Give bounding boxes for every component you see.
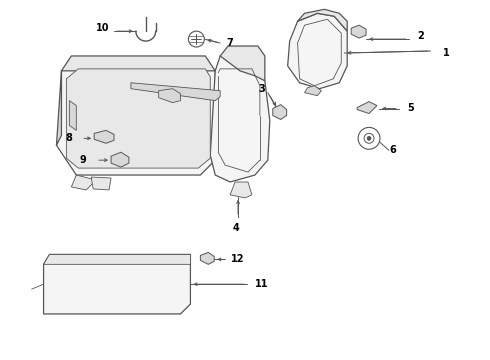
Text: 3: 3 — [259, 84, 265, 94]
Polygon shape — [44, 255, 191, 314]
Polygon shape — [61, 56, 215, 71]
Polygon shape — [200, 252, 214, 264]
Polygon shape — [220, 46, 265, 81]
Polygon shape — [305, 86, 321, 96]
Text: 4: 4 — [233, 222, 240, 233]
Text: 8: 8 — [65, 133, 72, 143]
Text: 10: 10 — [97, 23, 110, 33]
Circle shape — [367, 136, 371, 140]
Polygon shape — [94, 130, 114, 143]
Polygon shape — [70, 100, 76, 130]
Polygon shape — [91, 177, 111, 190]
Polygon shape — [44, 255, 191, 264]
Text: 1: 1 — [443, 48, 450, 58]
Text: 5: 5 — [407, 103, 414, 113]
Text: 7: 7 — [227, 38, 234, 48]
Polygon shape — [297, 9, 347, 31]
Polygon shape — [131, 83, 220, 100]
Text: 2: 2 — [417, 31, 424, 41]
Polygon shape — [72, 175, 96, 190]
Polygon shape — [56, 71, 61, 145]
Text: 11: 11 — [255, 279, 269, 289]
Polygon shape — [230, 182, 252, 198]
Polygon shape — [111, 152, 129, 167]
Text: 12: 12 — [231, 255, 245, 264]
Text: 6: 6 — [390, 145, 396, 155]
Polygon shape — [288, 13, 347, 89]
Polygon shape — [273, 105, 287, 120]
Polygon shape — [210, 51, 270, 182]
Polygon shape — [66, 69, 210, 168]
Polygon shape — [357, 102, 377, 113]
Polygon shape — [159, 89, 180, 103]
Polygon shape — [56, 61, 215, 175]
Text: 9: 9 — [80, 155, 87, 165]
Polygon shape — [351, 25, 366, 38]
